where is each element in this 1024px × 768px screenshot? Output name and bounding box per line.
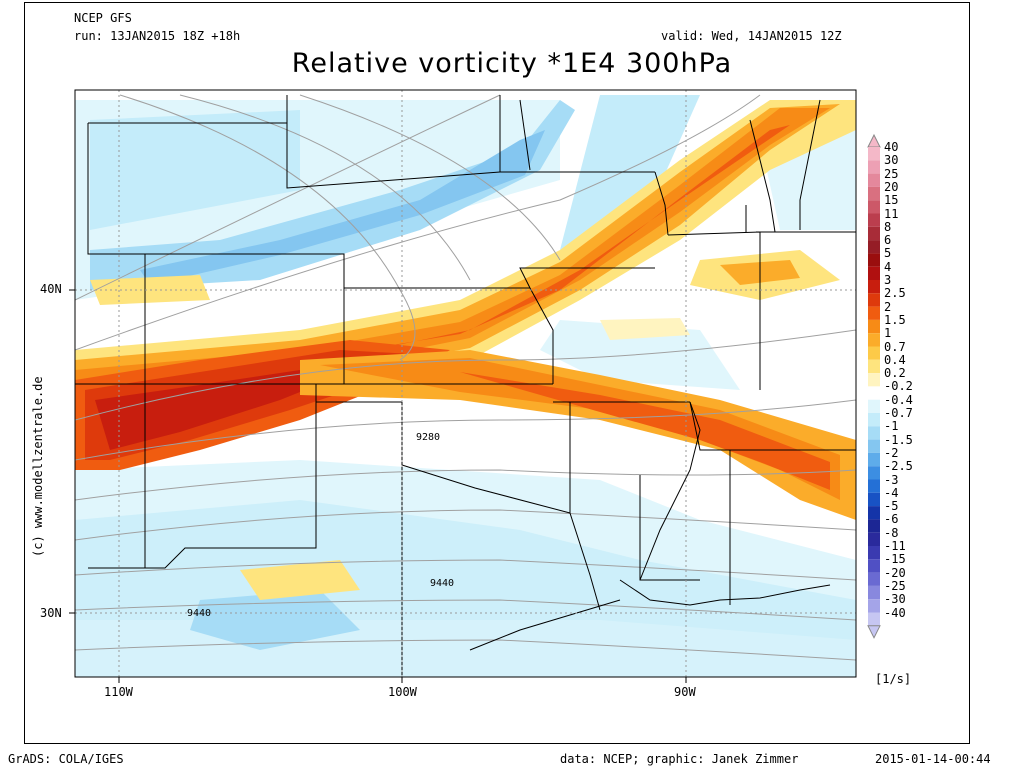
contour-label: 9280 xyxy=(416,432,441,443)
colorbar-tick-label: -20 xyxy=(884,565,906,580)
colorbar-swatch xyxy=(868,373,880,387)
colorbar-swatch xyxy=(868,333,880,347)
colorbar-tick-label: -2.5 xyxy=(884,459,913,474)
colorbar-swatch xyxy=(868,506,880,520)
colorbar-swatch xyxy=(868,532,880,546)
colorbar xyxy=(867,133,881,639)
colorbar-tick-label: 25 xyxy=(884,166,899,181)
colorbar-tick-label: -6 xyxy=(884,512,899,527)
contour-label: 9440 xyxy=(187,608,212,619)
colorbar-swatch xyxy=(868,200,880,214)
run-label: run: 13JAN2015 18Z +18h xyxy=(74,29,241,43)
colorbar-swatch xyxy=(868,386,880,400)
colorbar-tick-label: -0.2 xyxy=(884,379,913,394)
lon-label-100w: 100W xyxy=(388,685,417,699)
model-label: NCEP GFS xyxy=(74,11,132,25)
colorbar-swatch xyxy=(868,359,880,374)
colorbar-tick-label: -40 xyxy=(884,605,906,620)
colorbar-tick-label: -0.4 xyxy=(884,392,913,407)
colorbar-arrow-top xyxy=(867,133,881,148)
colorbar-tick-label: 15 xyxy=(884,193,899,208)
colorbar-tick-label: 1.5 xyxy=(884,312,906,327)
colorbar-swatch xyxy=(868,439,880,453)
colorbar-tick-label: 6 xyxy=(884,233,892,248)
colorbar-tick-label: -8 xyxy=(884,525,899,540)
colorbar-tick-label: -5 xyxy=(884,499,899,514)
page-title: Relative vorticity *1E4 300hPa xyxy=(291,48,733,79)
colorbar-tick-label: -1.5 xyxy=(884,432,913,447)
lon-label-110w: 110W xyxy=(104,685,133,699)
colorbar-tick-label: -4 xyxy=(884,485,899,500)
colorbar-swatch xyxy=(868,479,880,493)
colorbar-swatch xyxy=(868,519,880,533)
colorbar-swatch xyxy=(868,572,880,586)
footer-timestamp: 2015-01-14-00:44 xyxy=(875,752,991,766)
colorbar-swatch xyxy=(868,253,880,267)
colorbar-swatch xyxy=(868,585,880,600)
colorbar-tick-label: -2 xyxy=(884,445,899,460)
colorbar-tick-label: -30 xyxy=(884,592,906,607)
lon-label-90w: 90W xyxy=(674,685,696,699)
colorbar-swatch xyxy=(868,226,880,241)
colorbar-tick-label: 4 xyxy=(884,259,892,274)
map-border xyxy=(74,89,857,678)
colorbar-tick-label: 2.5 xyxy=(884,286,906,301)
lat-label-30n: 30N xyxy=(40,606,62,620)
contour-label: 9440 xyxy=(430,578,455,589)
colorbar-swatch xyxy=(868,399,880,413)
map-field xyxy=(75,90,856,677)
footer-credits: data: NCEP; graphic: Janek Zimmer xyxy=(560,752,799,766)
colorbar-swatch xyxy=(868,213,880,227)
colorbar-swatch xyxy=(868,426,880,440)
colorbar-arrow-bottom xyxy=(867,625,881,639)
lat-label-40n: 40N xyxy=(40,282,62,296)
plot-frame xyxy=(24,2,970,744)
colorbar-tick-label: 40 xyxy=(884,140,899,154)
colorbar-tick-label: -1 xyxy=(884,419,899,434)
colorbar-swatch xyxy=(868,160,880,174)
colorbar-swatch xyxy=(868,346,880,360)
colorbar-tick-label: -25 xyxy=(884,578,906,593)
colorbar-unit: [1/s] xyxy=(875,672,912,686)
colorbar-tick-label: -11 xyxy=(884,539,906,553)
colorbar-swatch xyxy=(868,306,880,320)
colorbar-swatch xyxy=(868,186,880,201)
colorbar-swatch xyxy=(868,319,880,334)
colorbar-swatch xyxy=(868,266,880,280)
colorbar-swatch xyxy=(868,280,880,294)
colorbar-tick-label: 2 xyxy=(884,299,892,314)
colorbar-tick-label: 8 xyxy=(884,219,892,234)
colorbar-tick-label: 20 xyxy=(884,179,899,194)
colorbar-swatch xyxy=(868,173,880,187)
colorbar-swatch xyxy=(868,492,880,507)
colorbar-swatch xyxy=(868,413,880,427)
colorbar-swatch xyxy=(868,147,880,161)
colorbar-swatch xyxy=(868,452,880,467)
colorbar-tick-label: -0.7 xyxy=(884,406,913,420)
colorbar-tick-label: 11 xyxy=(884,206,899,221)
colorbar-tick-label: 1 xyxy=(884,326,892,341)
valid-label: valid: Wed, 14JAN2015 12Z xyxy=(661,29,842,43)
colorbar-tick-label: -3 xyxy=(884,472,899,487)
colorbar-swatch xyxy=(868,559,880,573)
colorbar-swatch xyxy=(868,599,880,613)
colorbar-swatch xyxy=(868,546,880,560)
colorbar-swatch xyxy=(868,293,880,307)
colorbar-tick-label: -15 xyxy=(884,552,906,567)
colorbar-swatch xyxy=(868,466,880,480)
colorbar-tick-label: 3 xyxy=(884,273,892,287)
colorbar-tick-label: 0.2 xyxy=(884,366,906,381)
colorbar-swatch xyxy=(868,240,880,254)
colorbar-tick-label: 5 xyxy=(884,246,892,261)
colorbar-swatch xyxy=(868,612,880,626)
footer-software: GrADS: COLA/IGES xyxy=(8,752,124,766)
colorbar-tick-label: 0.7 xyxy=(884,339,906,354)
colorbar-tick-label: 0.4 xyxy=(884,352,906,367)
colorbar-tick-label: 30 xyxy=(884,153,899,168)
